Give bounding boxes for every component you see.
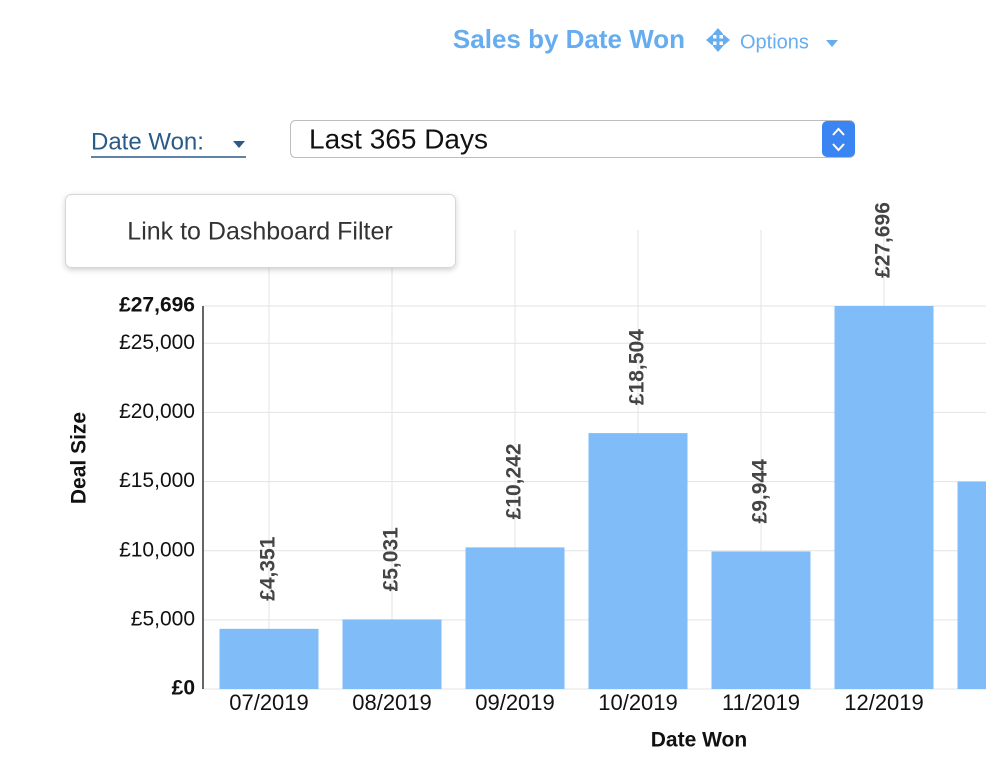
x-tick-label: 08/2019 xyxy=(352,690,432,715)
select-value[interactable]: Last 365 Days xyxy=(309,123,488,154)
y-tick-label: £20,000 xyxy=(119,400,195,423)
options-caret[interactable] xyxy=(826,40,838,47)
y-tick-label: £25,000 xyxy=(119,331,195,354)
bar xyxy=(465,547,565,689)
x-tick-label: 12/2019 xyxy=(844,690,924,715)
bar xyxy=(834,306,934,689)
value-label: £5,031 xyxy=(380,527,403,592)
x-axis-title: Date Won xyxy=(651,729,747,752)
x-tick-label: 11/2019 xyxy=(722,690,800,715)
select-stepper[interactable] xyxy=(822,121,855,157)
bar xyxy=(342,619,442,689)
filter-caret[interactable] xyxy=(233,141,245,148)
bar xyxy=(957,481,986,689)
value-label: £10,242 xyxy=(503,443,526,519)
y-tick-label: £10,000 xyxy=(119,538,195,561)
widget-title: Sales by Date Won xyxy=(453,24,685,54)
y-axis-title: Deal Size xyxy=(68,412,91,504)
options-menu[interactable]: Options xyxy=(740,31,809,53)
popup-item[interactable]: Link to Dashboard Filter xyxy=(127,218,392,246)
popup-box xyxy=(65,194,456,268)
popup: Link to Dashboard Filter xyxy=(65,194,456,268)
y-tick-label: £0 xyxy=(172,677,195,700)
value-label: £18,504 xyxy=(626,329,649,405)
x-tick-label: 09/2019 xyxy=(475,690,555,715)
y-tick-label: £15,000 xyxy=(119,469,195,492)
x-tick-label: 07/2019 xyxy=(229,690,309,715)
y-tick-label: £5,000 xyxy=(131,607,195,630)
bar xyxy=(588,433,688,689)
bar xyxy=(219,628,319,689)
value-label: £4,351 xyxy=(257,536,280,601)
filter-label[interactable]: Date Won: xyxy=(91,128,204,155)
value-label: £9,944 xyxy=(749,459,772,524)
value-label: £27,696 xyxy=(872,202,895,278)
stepper-arrows xyxy=(832,127,845,152)
bar xyxy=(711,551,811,689)
x-tick-label: 10/2019 xyxy=(598,690,678,715)
move-icon[interactable] xyxy=(706,28,730,52)
y-tick-label: £27,696 xyxy=(119,294,195,317)
